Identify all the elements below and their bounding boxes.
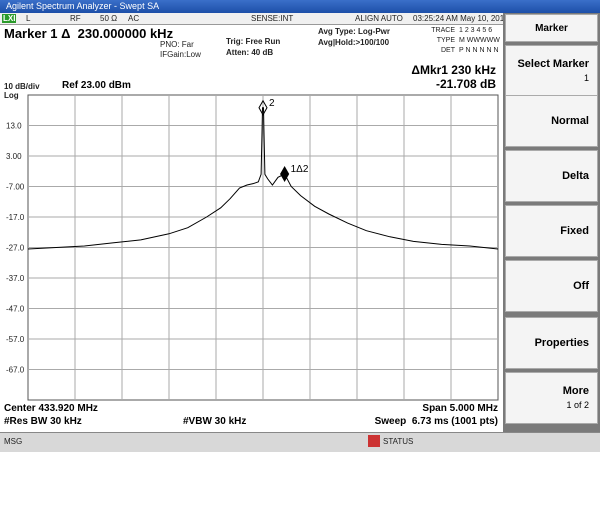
trace-cell: P N N N N N — [459, 47, 499, 54]
marker-readout: Marker 1 Δ 230.000000 kHz — [4, 26, 174, 41]
app-window: Agilent Spectrum Analyzer - Swept SA LXI… — [0, 0, 600, 452]
softkey-panel: Marker Select Marker 1 Normal Delta Fixed Off P… — [503, 13, 600, 432]
span: Span 5.000 MHz — [422, 403, 498, 414]
status-icon — [368, 435, 380, 447]
softkey[interactable]: Off — [505, 260, 598, 312]
sense: SENSE:INT — [251, 14, 294, 23]
softkey-label: Properties — [534, 337, 589, 349]
y-tick-label: -17.0 — [6, 213, 25, 222]
avg-type: Avg Type: Log-Pwr — [318, 27, 390, 36]
status-label: STATUS — [383, 437, 414, 446]
marker-label: 1Δ2 — [291, 164, 309, 175]
softkey[interactable]: Properties — [505, 317, 598, 369]
mode: L — [26, 14, 31, 23]
softkey[interactable]: Normal — [505, 95, 598, 147]
marker-label: 2 — [269, 98, 275, 109]
trace-header: TRACE — [431, 27, 455, 34]
marker — [258, 99, 268, 116]
softkey-sub: 1 — [583, 73, 589, 83]
softkey[interactable]: Delta — [505, 150, 598, 202]
y-tick-label: -67.0 — [6, 366, 25, 375]
trace — [27, 107, 499, 250]
marker — [280, 165, 290, 183]
msg-label: MSG — [4, 437, 23, 446]
softkey-label: More — [562, 385, 589, 397]
avg-hold: Avg|Hold:>100/100 — [318, 38, 390, 47]
center-freq: Center 433.920 MHz — [4, 403, 98, 414]
spectrum-chart: 13.0 3.00 -7.00 -17.0 -27.0 -37.0 -47.0 -57.0 -6… — [6, 94, 499, 401]
softkey[interactable]: More 1 of 2 — [505, 372, 598, 424]
lxi-badge: LXI — [2, 14, 17, 23]
y-tick-label: -27.0 — [6, 244, 25, 253]
softkey-label: Fixed — [560, 225, 589, 237]
message-bar: MSG STATUS — [0, 432, 600, 452]
y-tick-label: -37.0 — [6, 274, 25, 283]
softkey-label: Normal — [551, 115, 589, 127]
softkey-sub: 1 of 2 — [566, 400, 589, 410]
status-row: LXI L RF 50 Ω AC SENSE:INT ALIGN AUTO 03… — [0, 13, 509, 25]
trace-cell: M WWWWW — [459, 37, 500, 44]
delta-value: -21.708 dB — [435, 77, 496, 91]
trace-header: DET — [441, 47, 455, 54]
scale: 10 dB/div — [4, 82, 40, 91]
softkey-label: Select Marker — [517, 58, 589, 70]
trace-header: TYPE — [436, 37, 455, 44]
pno: PNO: Far — [160, 40, 194, 49]
softkey-label: Delta — [562, 170, 589, 182]
scale-type: Log — [4, 91, 19, 100]
impedance: 50 Ω — [100, 14, 118, 23]
input: RF — [70, 14, 81, 23]
atten: Atten: 40 dB — [226, 48, 274, 57]
ifgain: IFGain:Low — [160, 50, 201, 59]
sweep: Sweep 6.73 ms (1001 pts) — [374, 416, 498, 427]
softkey-title: Marker — [505, 14, 598, 42]
vbw: #VBW 30 kHz — [183, 416, 247, 427]
align: ALIGN AUTO — [355, 14, 403, 23]
res-bw: #Res BW 30 kHz — [4, 416, 82, 427]
ref-level: Ref 23.00 dBm — [62, 80, 131, 91]
softkey[interactable]: Fixed — [505, 205, 598, 257]
softkey-label: Off — [573, 280, 589, 292]
trace-table: TRACE 1 2 3 4 5 6 TYPE M WWWWW DET P N N N N … — [420, 27, 500, 57]
delta-marker: ΔMkr1 230 kHz — [411, 63, 496, 77]
y-tick-label: 3.00 — [6, 152, 22, 161]
y-tick-label: 13.0 — [6, 122, 22, 131]
y-tick-label: -47.0 — [6, 305, 25, 314]
softkey[interactable]: Select Marker 1 — [505, 45, 598, 97]
trig: Trig: Free Run — [226, 37, 281, 46]
trace-cell: 1 2 3 4 5 6 — [459, 27, 493, 34]
y-tick-label: -57.0 — [6, 335, 25, 344]
title-bar: Agilent Spectrum Analyzer - Swept SA — [0, 0, 600, 13]
datetime: 03:25:24 AM May 10, 2018 — [413, 14, 509, 23]
coupling: AC — [128, 14, 140, 23]
y-tick-label: -7.00 — [6, 183, 25, 192]
